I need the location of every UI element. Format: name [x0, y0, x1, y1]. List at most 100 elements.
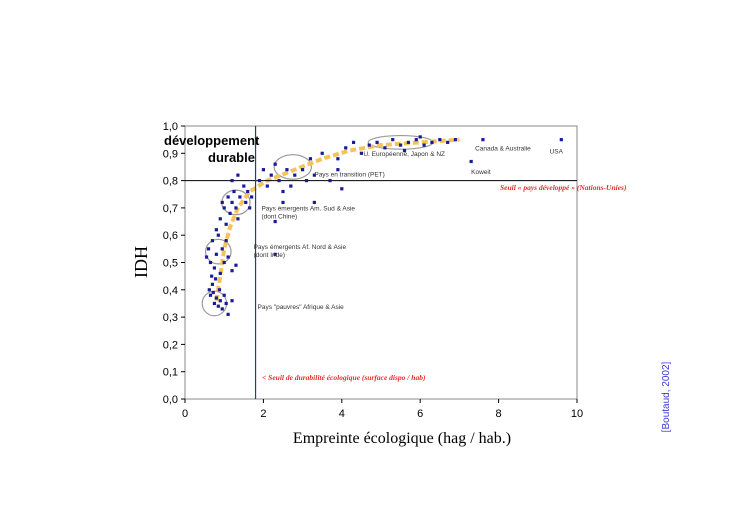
data-point	[234, 206, 238, 210]
y-tick-label: 0,7	[163, 203, 178, 215]
data-point	[418, 135, 422, 139]
x-tick-label: 10	[571, 408, 583, 420]
data-point	[383, 146, 387, 150]
data-point	[212, 266, 216, 270]
group-label: Pays en transition (PET)	[314, 172, 384, 179]
data-point	[220, 200, 224, 205]
data-point	[244, 200, 248, 205]
plot-area	[184, 125, 578, 400]
data-point	[218, 271, 222, 276]
group-ellipse	[273, 154, 313, 180]
data-point	[289, 184, 293, 188]
data-point	[336, 168, 340, 172]
data-point	[351, 140, 356, 144]
data-point	[226, 312, 230, 316]
x-tick-label: 6	[417, 408, 423, 420]
data-point	[273, 219, 277, 224]
data-point	[214, 296, 218, 300]
y-tick-label: 0,3	[163, 312, 178, 324]
y-tick-label: 0,0	[163, 394, 178, 406]
data-point	[293, 173, 297, 177]
data-point	[238, 195, 242, 199]
point-label: Canada & Australie	[475, 146, 531, 153]
x-tick-label: 4	[339, 408, 345, 420]
data-point	[208, 260, 213, 265]
data-point	[214, 252, 218, 256]
data-point	[250, 195, 254, 199]
data-point	[344, 146, 348, 150]
x-tick-label: 2	[260, 408, 266, 420]
data-point	[217, 288, 222, 292]
point-label: Koweit	[471, 169, 491, 176]
data-point	[375, 140, 379, 144]
group-label-sub: (dont Chine)	[261, 214, 297, 221]
source-label: [Boutaud, 2002]	[661, 361, 672, 432]
data-point	[281, 189, 285, 194]
data-point	[218, 217, 222, 221]
data-point	[210, 274, 214, 278]
group-label: Pays "pauvres" Afrique & Asie	[258, 304, 345, 311]
data-point	[214, 228, 218, 232]
data-point	[224, 239, 228, 243]
data-point	[312, 200, 316, 205]
data-point	[422, 143, 426, 147]
data-point	[446, 140, 450, 144]
data-point	[242, 184, 246, 188]
data-point	[208, 293, 213, 297]
group-label: U. Européenne, Japon & NZ	[363, 151, 445, 158]
data-point	[414, 138, 418, 142]
data-point	[210, 239, 215, 243]
data-point	[216, 233, 220, 237]
y-axis-title: IDH	[131, 246, 151, 278]
data-point	[248, 206, 252, 210]
data-point	[340, 187, 344, 191]
data-point	[453, 138, 458, 142]
data-point	[406, 140, 411, 144]
data-point	[230, 200, 234, 205]
data-point	[222, 260, 226, 265]
data-point	[228, 211, 232, 215]
data-point	[222, 206, 226, 210]
data-point	[224, 301, 228, 306]
data-point	[226, 195, 230, 199]
zone-label-line1: développement	[164, 133, 260, 148]
data-point	[224, 222, 228, 226]
data-point	[336, 157, 340, 161]
point-label: USA	[550, 148, 564, 155]
data-point	[438, 138, 442, 142]
data-point	[320, 151, 324, 155]
data-point	[469, 159, 473, 164]
data-point	[257, 179, 262, 183]
data-point	[285, 168, 289, 172]
data-point	[206, 247, 211, 251]
x-tick-label: 8	[496, 408, 502, 420]
data-point	[222, 293, 226, 297]
data-point	[367, 143, 371, 147]
data-point	[216, 304, 220, 308]
data-point	[236, 173, 240, 177]
data-point	[391, 138, 395, 142]
group-label: Pays émergents Af. Nord & Asie	[254, 244, 347, 251]
data-point	[402, 148, 407, 153]
data-point	[210, 282, 215, 286]
data-point	[273, 252, 277, 256]
data-point	[204, 255, 209, 259]
data-point	[277, 179, 281, 183]
group-label-sub: (dont Inde)	[254, 252, 285, 259]
data-point	[211, 290, 215, 295]
y-tick-label: 0,4	[163, 285, 178, 297]
x-axis-title: Empreinte écologique (hag / hab.)	[293, 430, 511, 447]
y-tick-label: 0,2	[163, 339, 178, 351]
data-point	[246, 189, 250, 194]
group-label: Pays émergents Am. Sud & Asie	[261, 206, 355, 213]
data-point	[230, 179, 234, 183]
group-ellipse	[204, 238, 232, 265]
data-point	[230, 299, 234, 303]
y-tick-label: 0,6	[163, 230, 178, 242]
data-point	[312, 173, 316, 177]
data-point	[226, 255, 230, 259]
data-point	[359, 151, 363, 155]
data-point	[559, 138, 563, 142]
y-tick-label: 0,8	[163, 176, 178, 188]
data-point	[232, 189, 236, 194]
